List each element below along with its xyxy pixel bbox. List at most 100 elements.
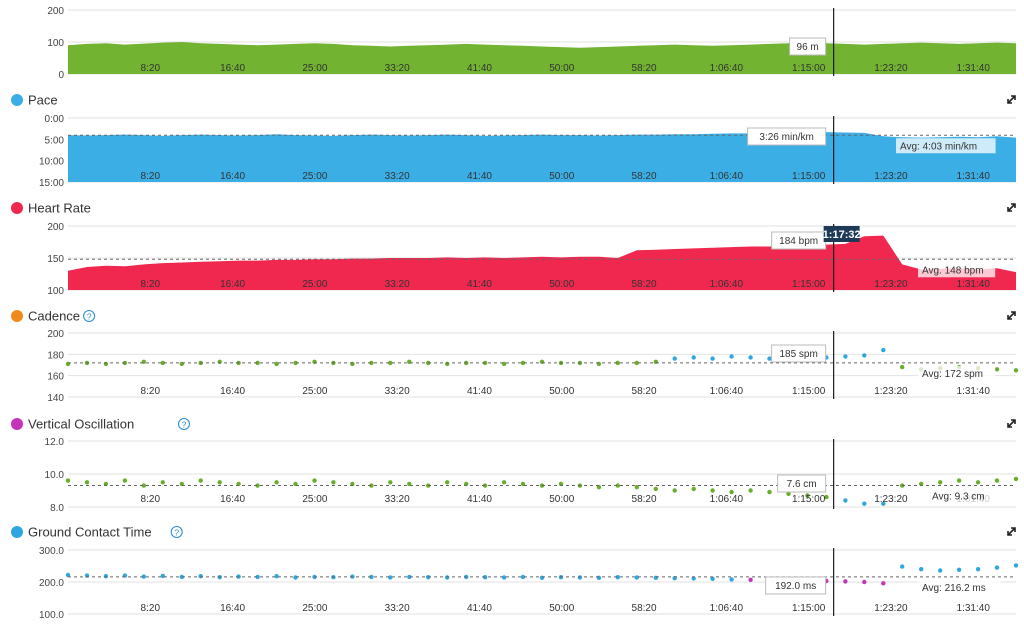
cadence-point <box>710 356 715 361</box>
cadence-point <box>274 361 279 367</box>
ground_contact_time-point <box>938 568 943 573</box>
cadence-point <box>748 355 753 360</box>
vertical_oscillation-y-tick: 8.0 <box>50 503 64 514</box>
expand-icon[interactable] <box>1007 203 1016 212</box>
ground_contact_time-point <box>369 574 374 580</box>
vertical_oscillation-point <box>160 480 165 485</box>
pace-x-tick: 1:15:00 <box>792 171 826 182</box>
vertical_oscillation-point <box>312 478 317 483</box>
vertical_oscillation-help-icon[interactable]: ? <box>177 417 191 431</box>
vertical_oscillation-point <box>843 498 848 503</box>
heart_rate-x-tick: 1:23:20 <box>874 279 908 290</box>
heart_rate-x-tick: 8:20 <box>141 279 161 290</box>
cadence-point <box>179 361 184 367</box>
expand-icon[interactable] <box>1007 95 1016 104</box>
pace-avg-box <box>896 138 996 154</box>
pace-title: Pace <box>28 93 58 108</box>
cadence-y-tick: 180 <box>47 350 64 361</box>
vertical_oscillation-point <box>236 481 241 487</box>
ground_contact_time-point <box>577 575 583 580</box>
vertical_oscillation-point <box>65 478 71 483</box>
vertical_oscillation-point <box>862 501 867 506</box>
elevation-tooltip-box <box>789 37 827 56</box>
ground_contact_time-point <box>445 575 450 580</box>
vertical_oscillation-point <box>293 481 298 487</box>
pace-x-tick: 50:00 <box>549 171 574 182</box>
ground_contact_time-point <box>710 576 715 581</box>
elevation-x-tick: 1:31:40 <box>957 63 991 74</box>
cadence-x-tick: 50:00 <box>549 386 574 397</box>
expand-icon[interactable] <box>1007 311 1016 320</box>
heart_rate-y-tick: 200 <box>47 222 64 233</box>
vertical_oscillation-point <box>824 494 829 500</box>
ground_contact_time-tooltip-box <box>765 576 827 595</box>
ground_contact_time-point <box>748 577 753 582</box>
cadence-x-tick: 1:23:20 <box>874 386 908 397</box>
cadence-point <box>388 360 393 366</box>
cadence-x-tick: 1:15:00 <box>792 386 826 397</box>
elevation-x-tick: 16:40 <box>220 63 245 74</box>
vertical_oscillation-x-tick: 1:23:20 <box>874 494 908 505</box>
ground_contact_time-point <box>691 576 696 581</box>
ground_contact_time-x-tick: 1:31:40 <box>957 603 991 614</box>
vertical_oscillation-point <box>141 483 146 488</box>
ground_contact_time-point <box>482 575 488 580</box>
elevation-y-tick: 200 <box>47 6 64 17</box>
heart_rate-avg-label: Avg. 148 bpm <box>922 265 984 276</box>
ground_contact_time-tooltip: 192.0 ms <box>775 581 816 592</box>
cadence-point <box>1013 368 1019 373</box>
cadence-point <box>729 354 734 359</box>
cadence-x-tick: 33:20 <box>385 386 410 397</box>
cadence-x-tick: 1:31:40 <box>957 386 991 397</box>
vertical_oscillation-point <box>122 478 128 483</box>
heart_rate-avg-box <box>918 262 996 278</box>
vertical_oscillation-x-tick: 58:20 <box>632 494 657 505</box>
help-icon-ring <box>83 309 96 323</box>
ground_contact_time-point <box>520 574 526 580</box>
cadence-point <box>369 360 374 366</box>
vertical_oscillation-point <box>710 488 715 493</box>
ground_contact_time-x-tick: 8:20 <box>141 603 161 614</box>
ground_contact_time-point <box>255 574 260 580</box>
vertical_oscillation-x-tick: 8:20 <box>141 494 161 505</box>
vertical_oscillation-tooltip: 7.6 cm <box>787 479 817 490</box>
vertical_oscillation-x-tick: 1:06:40 <box>710 494 744 505</box>
expand-icon[interactable] <box>1007 419 1016 428</box>
vertical_oscillation-x-tick: 16:40 <box>220 494 245 505</box>
heart_rate-x-tick: 1:06:40 <box>710 279 744 290</box>
pace-x-tick: 25:00 <box>302 171 327 182</box>
cadence-help-icon[interactable]: ? <box>83 309 96 323</box>
ground_contact_time-point <box>900 564 905 569</box>
ground_contact_time-x-tick: 1:23:20 <box>874 603 908 614</box>
ground_contact_time-point <box>65 572 71 578</box>
ground_contact_time-point <box>975 567 981 572</box>
vertical_oscillation-point <box>1013 476 1019 482</box>
cursor-time-label: 1:17:32 <box>823 229 861 241</box>
ground_contact_time-help-icon[interactable]: ? <box>170 525 183 539</box>
cadence-point <box>350 361 355 367</box>
expand-icon-glyph <box>1007 311 1016 320</box>
vertical_oscillation-point <box>84 480 90 485</box>
vertical_oscillation-point <box>596 485 602 490</box>
vertical_oscillation-point <box>786 491 791 496</box>
vertical_oscillation-point <box>767 489 772 495</box>
cadence-x-tick: 8:20 <box>141 386 161 397</box>
ground_contact_time-point <box>843 579 848 584</box>
heart_rate-x-tick: 50:00 <box>549 279 574 290</box>
ground_contact_time-x-tick: 58:20 <box>632 603 657 614</box>
cadence-tooltip-box <box>771 344 827 363</box>
expand-icon-glyph <box>1007 419 1016 428</box>
vertical_oscillation-point <box>672 488 677 493</box>
ground_contact_time-title: Ground Contact Time <box>28 525 152 540</box>
pace-y-tick: 15:00 <box>39 178 64 189</box>
cadence-point <box>881 347 886 353</box>
elevation-x-tick: 1:06:40 <box>710 63 744 74</box>
vertical_oscillation-point <box>350 481 355 487</box>
expand-icon-glyph <box>1007 95 1016 104</box>
pace-x-tick: 58:20 <box>632 171 657 182</box>
cadence-point <box>293 360 298 366</box>
heart_rate-x-tick: 1:15:00 <box>792 279 826 290</box>
heart_rate-title: Heart Rate <box>28 201 91 216</box>
expand-icon[interactable] <box>1007 527 1016 536</box>
vertical_oscillation-point <box>369 483 374 488</box>
